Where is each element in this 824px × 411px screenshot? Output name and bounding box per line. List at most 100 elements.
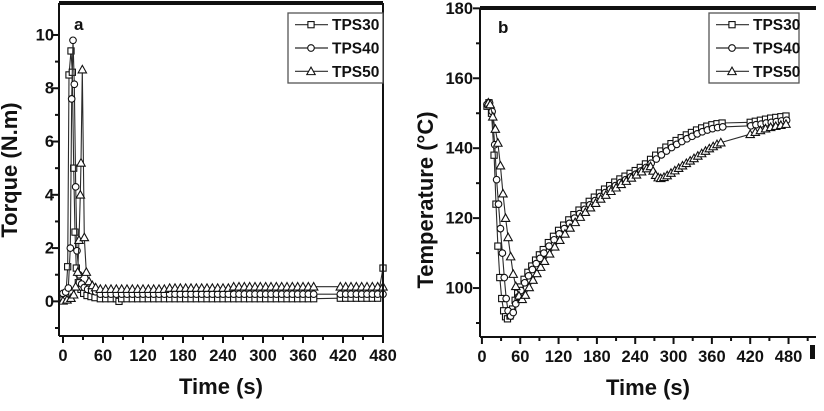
circle-marker-icon — [64, 284, 73, 292]
x-tick-label: 240 — [209, 347, 237, 365]
triangle-marker-icon — [564, 222, 576, 232]
triangle-marker-icon — [585, 202, 596, 212]
legend-label-TPS50: TPS50 — [332, 64, 379, 81]
x-tick-label: 60 — [94, 347, 112, 365]
triangle-marker-icon — [780, 118, 792, 128]
series-line-TPS40 — [486, 101, 787, 318]
y-axis-title: Torque (N.m) — [0, 102, 22, 237]
triangle-marker-icon — [75, 157, 87, 167]
y-tick-label: 8 — [45, 80, 54, 98]
legend: TPS30 TPS40 TPS50 — [287, 12, 384, 84]
x-tick-label: 480 — [775, 348, 803, 366]
triangle-marker-icon — [502, 232, 514, 242]
triangle-marker-icon — [510, 280, 521, 291]
triangle-marker-icon — [70, 281, 81, 291]
series-line-TPS50 — [62, 69, 383, 302]
y-tick-label: 100 — [445, 280, 473, 298]
legend-label-TPS30: TPS30 — [332, 17, 379, 34]
triangle-marker-icon — [531, 268, 542, 278]
circle-marker-icon — [502, 294, 511, 303]
square-marker-icon — [71, 228, 79, 236]
circle-marker-icon — [718, 123, 727, 131]
circle-marker-icon — [494, 200, 503, 208]
circle-marker-icon — [500, 273, 509, 282]
square-marker-icon — [64, 263, 72, 271]
triangle-marker-icon — [72, 266, 83, 276]
x-tick-label: 0 — [477, 348, 486, 366]
triangle-marker-icon — [539, 255, 550, 265]
x-tick-label: 60 — [511, 348, 529, 366]
triangle-marker-icon — [580, 206, 591, 217]
triangle-marker-icon — [505, 251, 516, 261]
circle-marker-icon — [528, 265, 537, 274]
triangle-marker-icon — [79, 232, 90, 242]
circle-marker-icon — [67, 95, 76, 103]
y-tick-label: 160 — [445, 70, 473, 88]
x-tick-label: 480 — [369, 347, 397, 365]
x-tick-label: 300 — [249, 347, 277, 365]
legend-label-TPS50: TPS50 — [753, 64, 800, 81]
triangle-marker-icon — [75, 189, 86, 199]
y-tick-label: 10 — [36, 26, 54, 44]
legend-circle-marker-icon — [307, 44, 315, 52]
plot-frame — [58, 1, 384, 337]
triangle-marker-icon — [554, 234, 565, 245]
y-tick-label: 180 — [445, 0, 473, 18]
series-TPS50 — [57, 64, 389, 305]
triangle-marker-icon — [570, 216, 581, 227]
triangle-marker-icon — [559, 228, 571, 238]
plot-frame — [479, 6, 816, 338]
x-tick-label: 420 — [329, 347, 357, 365]
x-tick-label: 300 — [660, 348, 688, 366]
circle-marker-icon — [498, 249, 507, 257]
tick-labels: 0 60 120 180 240 300 360 420 480 0 2 4 6 8 10 — [36, 26, 397, 365]
triangle-marker-icon — [715, 137, 726, 147]
series-TPS50 — [483, 97, 792, 304]
y-tick-label: 4 — [45, 186, 55, 204]
circle-marker-icon — [309, 290, 318, 299]
x-axis-title: Time (s) — [179, 374, 263, 399]
legend-circle-marker-icon — [728, 44, 736, 52]
circle-marker-icon — [532, 259, 541, 268]
legend-label-TPS40: TPS40 — [332, 41, 379, 58]
circle-marker-icon — [524, 271, 533, 280]
x-tick-label: 420 — [736, 348, 764, 366]
legend: TPS30 TPS40 TPS50 — [708, 12, 800, 84]
legend-square-marker-icon — [307, 21, 315, 29]
circle-marker-icon — [73, 246, 81, 255]
legend-triangle-marker-icon — [305, 66, 317, 76]
legend-triangle-marker-icon — [726, 66, 738, 76]
x-tick-label: 120 — [545, 348, 573, 366]
circle-marker-icon — [492, 175, 501, 184]
triangle-marker-icon — [500, 212, 511, 222]
square-marker-icon — [490, 151, 498, 159]
triangle-marker-icon — [527, 274, 539, 284]
triangle-marker-icon — [520, 289, 531, 299]
triangle-marker-icon — [81, 266, 92, 276]
x-tick-label: 120 — [129, 347, 157, 365]
circle-marker-icon — [509, 308, 518, 317]
triangle-marker-icon — [535, 261, 546, 271]
x-tick-label: 360 — [698, 348, 726, 366]
x-tick-label: 0 — [58, 347, 67, 365]
triangle-marker-icon — [308, 281, 319, 291]
tick-labels: 0 60 120 180 240 300 360 420 480 100 120 140 160 180 — [445, 0, 802, 366]
x-tick-label: 180 — [583, 348, 611, 366]
triangle-marker-icon — [524, 282, 535, 292]
circle-marker-icon — [70, 80, 79, 89]
triangle-marker-icon — [497, 188, 509, 198]
legend-label-TPS40: TPS40 — [753, 41, 800, 58]
circle-marker-icon — [496, 224, 505, 233]
legend-label-TPS30: TPS30 — [753, 17, 800, 34]
triangle-marker-icon — [77, 64, 88, 74]
ticks — [52, 33, 384, 343]
triangle-marker-icon — [492, 137, 504, 147]
legend-square-marker-icon — [728, 21, 736, 29]
x-axis-title: Time (s) — [606, 375, 690, 400]
circle-marker-icon — [66, 244, 75, 252]
triangle-marker-icon — [495, 160, 506, 170]
panel-label: a — [74, 15, 84, 34]
triangle-marker-icon — [508, 268, 519, 278]
y-tick-label: 6 — [45, 133, 54, 151]
panel-label: b — [498, 18, 508, 37]
